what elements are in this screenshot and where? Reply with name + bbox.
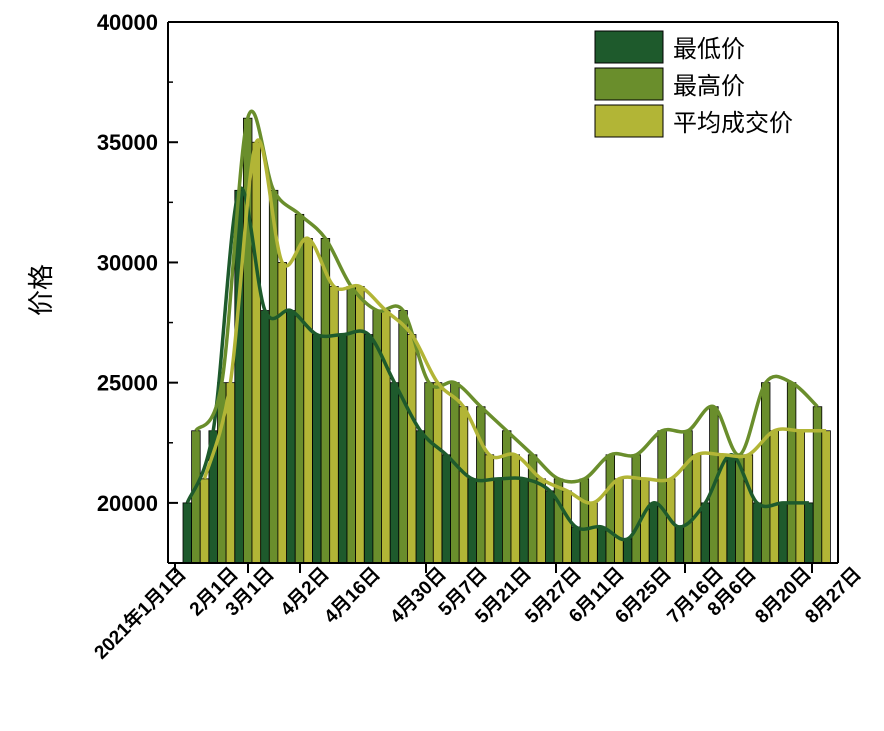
bar: [450, 382, 460, 564]
bar: [424, 382, 434, 564]
series-line: [202, 138, 827, 505]
bar: [743, 454, 754, 564]
bar: [182, 502, 193, 564]
y-tick-label: 35000: [97, 130, 158, 155]
bar: [631, 454, 641, 564]
y-tick-label: 40000: [97, 10, 158, 35]
legend-swatch: [594, 30, 664, 64]
bar: [415, 430, 426, 564]
bar: [579, 478, 590, 564]
bar: [303, 237, 313, 564]
bar: [467, 478, 477, 564]
bar: [441, 454, 452, 564]
legend-label: 平均成交价: [673, 109, 793, 137]
bar: [286, 310, 296, 564]
bar: [251, 141, 262, 564]
bar: [769, 430, 780, 564]
bars-layer: [182, 117, 831, 564]
bar: [363, 334, 374, 564]
bar: [458, 406, 469, 564]
legend-swatch: [594, 67, 664, 101]
bar: [700, 502, 711, 564]
bar: [294, 213, 305, 564]
bar: [510, 454, 521, 564]
bar: [398, 310, 408, 564]
x-tick-label: 4月30日: [386, 564, 450, 628]
bar: [795, 430, 805, 564]
bar: [406, 334, 417, 564]
bar: [562, 490, 572, 564]
bar: [484, 454, 495, 564]
bar: [312, 334, 322, 564]
bar: [389, 382, 400, 564]
x-tick-label: 2021年1月1日: [89, 562, 190, 663]
bar: [493, 478, 503, 564]
y-axis-label: 价格: [27, 264, 57, 316]
y-tick-label: 25000: [97, 371, 158, 396]
bar: [381, 310, 391, 564]
bar: [804, 502, 814, 564]
bar: [355, 286, 365, 564]
bar: [277, 262, 287, 564]
bar: [605, 454, 616, 564]
bar: [588, 502, 598, 564]
bar: [778, 502, 788, 564]
bar: [476, 406, 486, 564]
legend-label: 最高价: [673, 72, 745, 100]
bar: [519, 478, 529, 564]
bar: [346, 286, 357, 564]
series-line: [194, 109, 819, 484]
x-tick-label: 4月16日: [320, 564, 384, 628]
y-tick-label: 20000: [97, 491, 158, 516]
bar: [553, 478, 564, 564]
bar: [726, 454, 736, 564]
bar: [545, 490, 555, 564]
bar: [191, 430, 201, 564]
bar: [648, 502, 659, 564]
bar: [752, 502, 762, 564]
bar: [761, 382, 771, 564]
bar: [329, 286, 339, 564]
bar: [199, 478, 210, 564]
bar: [674, 526, 685, 564]
legend-swatch: [594, 104, 664, 138]
bar: [536, 478, 546, 564]
lines-layer: [185, 109, 827, 542]
bar: [337, 334, 348, 564]
bar: [260, 310, 270, 564]
legend-label: 最低价: [673, 35, 745, 63]
bar: [786, 382, 797, 564]
bar: [320, 237, 331, 564]
series-line: [185, 186, 809, 542]
bar: [614, 478, 624, 564]
bar: [432, 382, 443, 564]
bar: [571, 526, 581, 564]
x-tick-label: 8月27日: [801, 564, 865, 628]
bar: [622, 538, 633, 564]
y-tick-label: 30000: [97, 250, 158, 275]
bar: [597, 526, 607, 564]
bar: [501, 430, 512, 564]
bar: [821, 430, 831, 564]
bar: [225, 382, 236, 564]
bar: [657, 430, 667, 564]
bar: [683, 430, 693, 564]
